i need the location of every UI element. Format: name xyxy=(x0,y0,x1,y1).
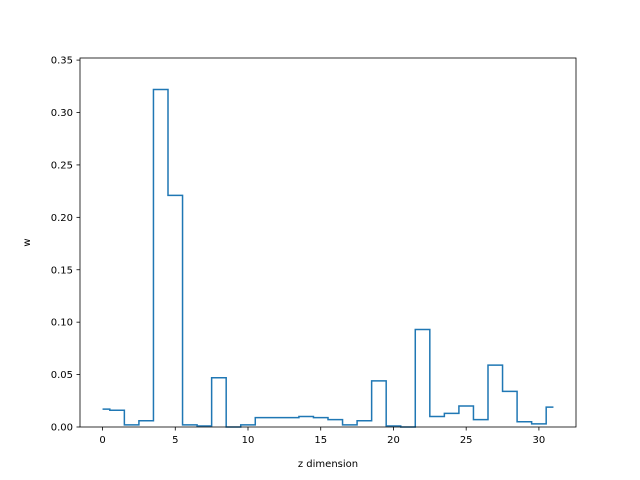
x-tick-label: 25 xyxy=(460,435,473,446)
x-axis-label: z dimension xyxy=(298,459,358,470)
x-tick-label: 30 xyxy=(533,435,546,446)
x-tick-label: 15 xyxy=(314,435,327,446)
plot-frame xyxy=(79,57,577,428)
y-tick-label: 0.30 xyxy=(51,108,73,119)
x-tick-label: 10 xyxy=(242,435,255,446)
series-step-line xyxy=(102,88,554,428)
y-tick-label: 0.00 xyxy=(51,423,73,434)
y-tick-label: 0.35 xyxy=(51,56,73,67)
y-tick-label: 0.10 xyxy=(51,318,73,329)
x-tick-label: 0 xyxy=(99,435,105,446)
x-tick-label: 5 xyxy=(172,435,178,446)
y-axis-label: w xyxy=(22,238,33,246)
x-axis: 0 5 10 15 20 25 30 xyxy=(99,427,545,446)
x-tick-label: 20 xyxy=(387,435,400,446)
y-tick-label: 0.25 xyxy=(51,160,73,171)
y-axis: 0.00 0.05 0.10 0.15 0.20 0.25 0.30 0.35 xyxy=(51,56,80,434)
y-tick-label: 0.15 xyxy=(51,265,73,276)
plot-area xyxy=(80,58,576,427)
y-tick-label: 0.05 xyxy=(51,370,73,381)
y-tick-label: 0.20 xyxy=(51,213,73,224)
